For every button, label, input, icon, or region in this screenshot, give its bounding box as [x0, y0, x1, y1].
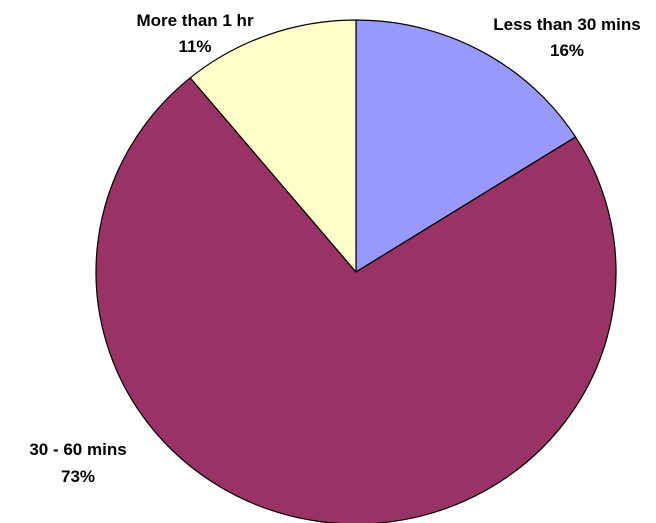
slice-label-less-than-30-name: Less than 30 mins	[493, 15, 640, 34]
slice-label-more-than-1hr-name: More than 1 hr	[136, 11, 254, 30]
slice-label-30-60-name: 30 - 60 mins	[29, 440, 126, 459]
pie-slice-less-than-30-mins	[355, 19, 577, 273]
pie-slice-30-60-mins	[95, 77, 617, 523]
pie-slices	[95, 19, 617, 523]
slice-label-more-than-1hr-percent: 11%	[178, 37, 211, 56]
slice-label-30-60-percent: 73%	[61, 467, 95, 486]
pie-slice-more-than-1-hr	[189, 19, 357, 273]
slice-label-less-than-30-percent: 16%	[550, 41, 584, 60]
